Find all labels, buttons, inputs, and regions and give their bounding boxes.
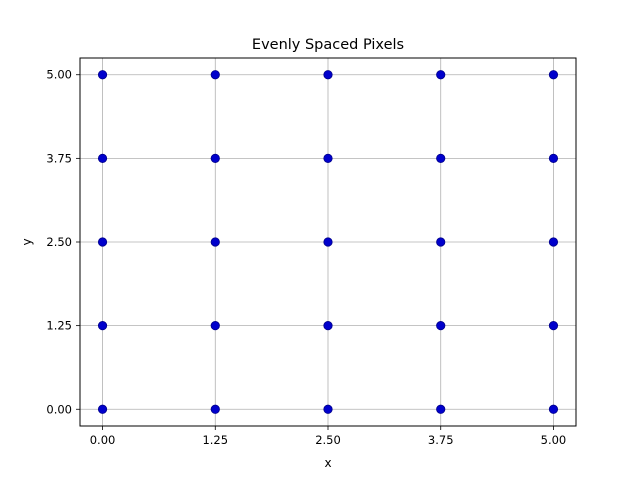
data-point-5 xyxy=(97,321,108,331)
data-point-3 xyxy=(436,404,446,414)
x-axis-label: x xyxy=(324,456,331,470)
x-tick-label-1: 1.25 xyxy=(202,433,228,447)
axes: 0.00 1.25 2.50 3.75 5.00 0.00 1.25 2.50 3.75 5.00 xyxy=(46,57,577,447)
y-tick-label-2: 2.50 xyxy=(46,235,72,249)
data-point-19 xyxy=(548,153,559,163)
y-tick-label-4: 5.00 xyxy=(46,68,72,82)
chart-title: Evenly Spaced Pixels xyxy=(252,37,404,53)
y-tick-label-0: 0.00 xyxy=(46,402,72,416)
data-point-23 xyxy=(436,70,446,80)
data-point-6 xyxy=(210,321,220,331)
y-axis-label: y xyxy=(20,238,34,245)
data-point-22 xyxy=(323,70,333,80)
x-tick-label-2: 2.50 xyxy=(315,433,341,447)
data-point-16 xyxy=(210,153,220,163)
data-point-1 xyxy=(210,404,220,414)
x-tick-label-3: 3.75 xyxy=(428,433,454,447)
data-point-20 xyxy=(97,70,108,80)
data-point-14 xyxy=(548,237,559,247)
x-tick-label-0: 0.00 xyxy=(90,433,116,447)
data-point-0 xyxy=(97,404,108,414)
data-point-18 xyxy=(436,153,446,163)
data-point-21 xyxy=(210,70,220,80)
data-point-17 xyxy=(323,153,333,163)
data-point-2 xyxy=(323,404,333,414)
data-point-4 xyxy=(548,404,559,414)
data-point-7 xyxy=(323,321,333,331)
y-tick-label-1: 1.25 xyxy=(46,319,72,333)
data-point-24 xyxy=(548,70,559,80)
data-point-13 xyxy=(436,237,446,247)
data-points xyxy=(97,70,559,414)
data-point-9 xyxy=(548,321,559,331)
x-tick-label-4: 5.00 xyxy=(541,433,567,447)
data-point-12 xyxy=(323,237,333,247)
data-point-11 xyxy=(210,237,220,247)
y-tick-label-3: 3.75 xyxy=(46,151,72,165)
data-point-10 xyxy=(97,237,108,247)
data-point-15 xyxy=(97,153,108,163)
data-point-8 xyxy=(436,321,446,331)
